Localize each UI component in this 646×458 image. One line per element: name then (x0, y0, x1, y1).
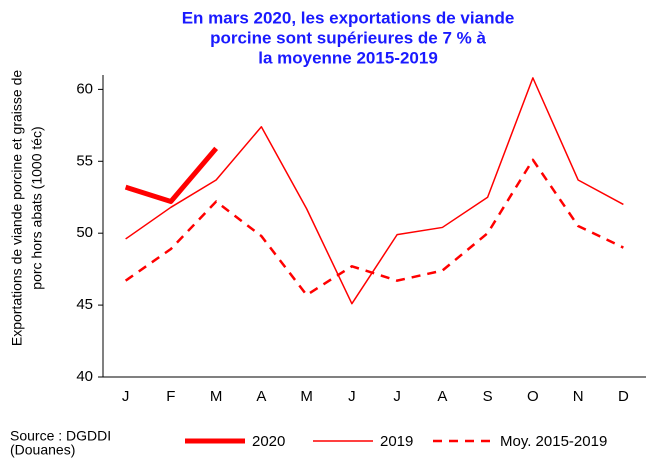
x-tick-label: M (210, 388, 223, 405)
chart-title: la moyenne 2015-2019 (258, 48, 438, 67)
chart-title: En mars 2020, les exportations de viande (182, 8, 515, 27)
x-tick-label: J (348, 388, 356, 405)
chart-title: porcine sont supérieures de 7 % à (210, 28, 486, 47)
y-tick-label: 60 (76, 80, 93, 97)
legend-label: 2019 (380, 433, 413, 450)
x-tick-label: J (393, 388, 401, 405)
legend-label: 2020 (252, 433, 285, 450)
y-tick-label: 45 (76, 296, 93, 313)
x-tick-label: J (122, 388, 130, 405)
x-tick-label: N (573, 388, 584, 405)
y-tick-label: 55 (76, 152, 93, 169)
legend-label: Moy. 2015-2019 (500, 433, 607, 450)
x-tick-label: S (483, 388, 493, 405)
x-tick-label: A (437, 388, 447, 405)
source: (Douanes) (10, 442, 75, 458)
x-tick-label: F (166, 388, 175, 405)
x-tick-label: O (527, 388, 539, 405)
y-tick-label: 50 (76, 224, 93, 241)
x-tick-label: D (618, 388, 629, 405)
x-tick-label: M (300, 388, 313, 405)
line-series (124, 146, 219, 205)
y-axis-label: Exportations de viande porcine et graiss… (9, 70, 25, 346)
line-series (125, 77, 624, 305)
y-tick-label: 40 (76, 368, 93, 385)
y-axis-label: porc hors abats (1000 téc) (29, 126, 45, 289)
x-tick-label: A (256, 388, 266, 405)
source: Source : DGDDI (10, 428, 111, 444)
line-series (124, 158, 624, 297)
